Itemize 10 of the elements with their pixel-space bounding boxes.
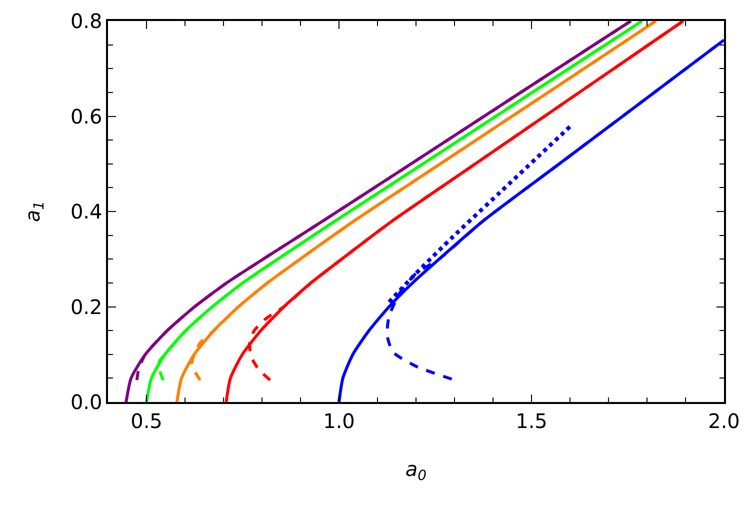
x-tick-label: 1.0 — [323, 408, 355, 433]
y-tick-label: 0.8 — [70, 9, 102, 33]
y-tick-label: 0.6 — [70, 104, 102, 128]
x-tick-label: 2.0 — [708, 408, 740, 433]
x-tick-label: 0.5 — [130, 408, 162, 433]
y-tick-label: 0.2 — [70, 294, 102, 319]
x-tick-label: 1.5 — [516, 408, 548, 433]
x-axis-title: a$_{0}$ — [405, 456, 427, 484]
y-tick-label: 0.0 — [70, 390, 102, 414]
y-tick-label: 0.4 — [70, 200, 102, 224]
